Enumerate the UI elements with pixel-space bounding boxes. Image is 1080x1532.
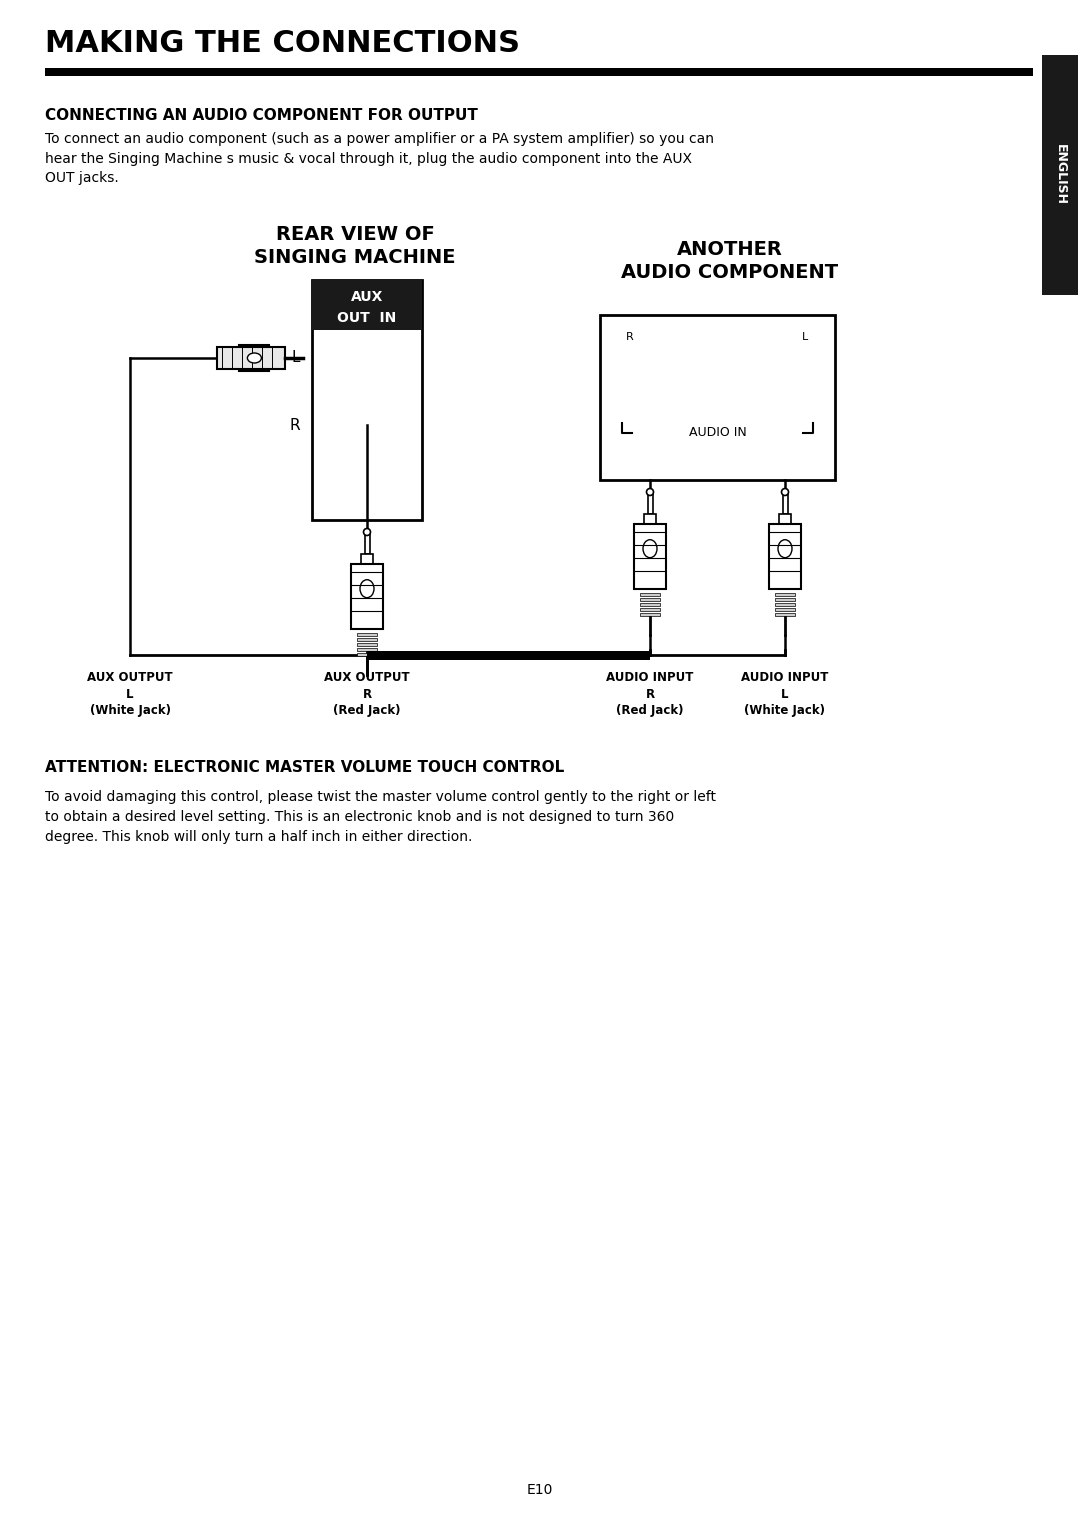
Bar	[240, 345, 269, 371]
Text: AUDIO IN: AUDIO IN	[689, 426, 746, 440]
Bar	[775, 593, 795, 596]
Text: AUX: AUX	[351, 290, 383, 303]
Bar	[600, 316, 835, 480]
Ellipse shape	[364, 529, 370, 536]
Text: AUX OUTPUT
R
(Red Jack): AUX OUTPUT R (Red Jack)	[324, 671, 409, 717]
Bar	[367, 651, 650, 660]
Bar	[775, 597, 795, 601]
Bar	[217, 348, 285, 369]
Text: MAKING THE CONNECTIONS: MAKING THE CONNECTIONS	[45, 29, 519, 58]
Text: R: R	[289, 418, 300, 432]
Ellipse shape	[778, 539, 792, 558]
Text: AUX OUTPUT
L
(White Jack): AUX OUTPUT L (White Jack)	[87, 671, 173, 717]
Bar	[634, 524, 666, 588]
Bar	[357, 648, 377, 651]
Text: R: R	[626, 332, 634, 342]
Ellipse shape	[782, 489, 788, 495]
Bar	[640, 604, 660, 607]
Ellipse shape	[643, 539, 657, 558]
Text: L: L	[292, 351, 300, 366]
Text: AUDIO INPUT
R
(Red Jack): AUDIO INPUT R (Red Jack)	[606, 671, 693, 717]
Bar	[775, 604, 795, 607]
Bar	[775, 613, 795, 616]
Ellipse shape	[360, 579, 374, 597]
Bar	[640, 593, 660, 596]
Text: L: L	[801, 332, 808, 342]
Text: ENGLISH: ENGLISH	[1053, 144, 1067, 205]
Bar	[779, 515, 791, 524]
Text: OUT  IN: OUT IN	[337, 311, 396, 325]
Bar	[640, 597, 660, 601]
Bar	[648, 492, 652, 515]
Bar	[769, 524, 801, 588]
Bar	[357, 643, 377, 647]
Bar	[775, 608, 795, 611]
Bar	[361, 555, 373, 564]
Bar	[640, 613, 660, 616]
Text: To connect an audio component (such as a power amplifier or a PA system amplifie: To connect an audio component (such as a…	[45, 132, 714, 185]
Bar	[357, 653, 377, 656]
Bar	[783, 492, 787, 515]
Bar	[365, 532, 369, 555]
Bar	[644, 515, 656, 524]
Text: AUDIO INPUT
L
(White Jack): AUDIO INPUT L (White Jack)	[741, 671, 828, 717]
Bar	[351, 564, 383, 630]
Text: ATTENTION: ELECTRONIC MASTER VOLUME TOUCH CONTROL: ATTENTION: ELECTRONIC MASTER VOLUME TOUC…	[45, 760, 564, 775]
Bar	[45, 67, 1032, 77]
Bar	[312, 280, 422, 519]
Bar	[1042, 55, 1078, 296]
Text: CONNECTING AN AUDIO COMPONENT FOR OUTPUT: CONNECTING AN AUDIO COMPONENT FOR OUTPUT	[45, 107, 477, 123]
Bar	[640, 608, 660, 611]
Text: To avoid damaging this control, please twist the master volume control gently to: To avoid damaging this control, please t…	[45, 791, 716, 844]
Text: REAR VIEW OF
SINGING MACHINE: REAR VIEW OF SINGING MACHINE	[254, 225, 456, 267]
Text: E10: E10	[527, 1483, 553, 1497]
Text: ANOTHER
AUDIO COMPONENT: ANOTHER AUDIO COMPONENT	[621, 241, 838, 282]
Ellipse shape	[247, 352, 261, 363]
Bar	[312, 280, 422, 329]
Ellipse shape	[647, 489, 653, 495]
Bar	[357, 633, 377, 636]
Bar	[357, 637, 377, 640]
